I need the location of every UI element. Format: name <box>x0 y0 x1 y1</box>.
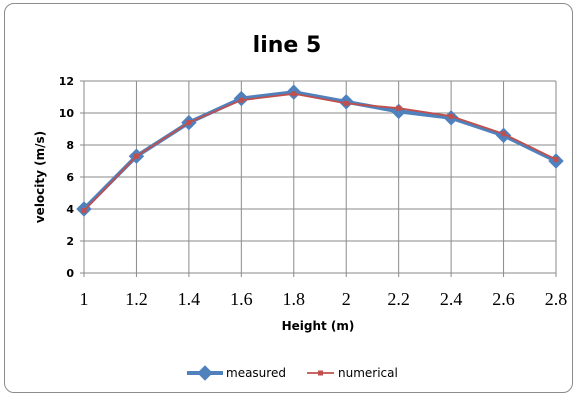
legend-marker <box>197 365 213 381</box>
series-line-measured <box>82 90 557 211</box>
y-tick-label: 4 <box>66 203 74 216</box>
data-point-numerical <box>133 153 139 159</box>
legend-label: numerical <box>338 366 398 380</box>
axes <box>80 80 557 277</box>
y-tick-label: 10 <box>59 107 75 120</box>
x-tick-label: 2.2 <box>387 289 410 309</box>
x-tick-label: 1.8 <box>283 289 306 309</box>
x-tick-label: 1.6 <box>230 289 253 309</box>
legend-label: measured <box>226 366 286 380</box>
legend-marker <box>318 370 323 376</box>
series-numerical <box>81 91 559 214</box>
data-point-numerical <box>186 120 192 126</box>
data-point-numerical <box>501 131 507 137</box>
data-point-numerical <box>343 100 349 106</box>
series-measured <box>76 84 564 217</box>
legend-item-numerical: numerical <box>307 366 398 380</box>
legend-item-measured: measured <box>187 365 286 381</box>
data-point-numerical <box>448 113 454 119</box>
x-tick-label: 1.2 <box>125 289 148 309</box>
data-point-numerical <box>291 91 297 97</box>
y-tick-label: 12 <box>59 75 74 88</box>
grid <box>83 80 557 274</box>
series <box>76 84 564 217</box>
chart-title: line 5 <box>253 33 322 58</box>
x-tick-label: 2.8 <box>545 289 568 309</box>
data-point-numerical <box>553 156 559 162</box>
x-tick-label: 1.4 <box>178 289 201 309</box>
y-tick-labels: 0 2 4 6 8 10 12 <box>59 75 75 280</box>
y-tick-label: 6 <box>66 171 74 184</box>
data-point-numerical <box>396 105 402 111</box>
legend: measured numerical <box>187 365 398 381</box>
x-tick-label: 2 <box>342 289 351 309</box>
y-tick-label: 2 <box>66 235 74 248</box>
x-tick-labels: 1 1.2 1.4 1.6 1.8 2 2.2 2.4 2.6 2.8 <box>80 289 568 309</box>
x-tick-label: 2.4 <box>440 289 463 309</box>
x-axis-label: Height (m) <box>282 319 355 333</box>
x-tick-label: 1 <box>80 289 89 309</box>
chart-frame <box>4 3 573 393</box>
x-tick-label: 2.6 <box>492 289 515 309</box>
y-tick-label: 8 <box>66 139 74 152</box>
y-axis-label: velocity (m/s) <box>33 131 47 223</box>
data-point-numerical <box>81 208 87 214</box>
series-line-numerical <box>83 92 557 212</box>
y-tick-label: 0 <box>66 267 74 280</box>
data-point-numerical <box>238 97 244 103</box>
